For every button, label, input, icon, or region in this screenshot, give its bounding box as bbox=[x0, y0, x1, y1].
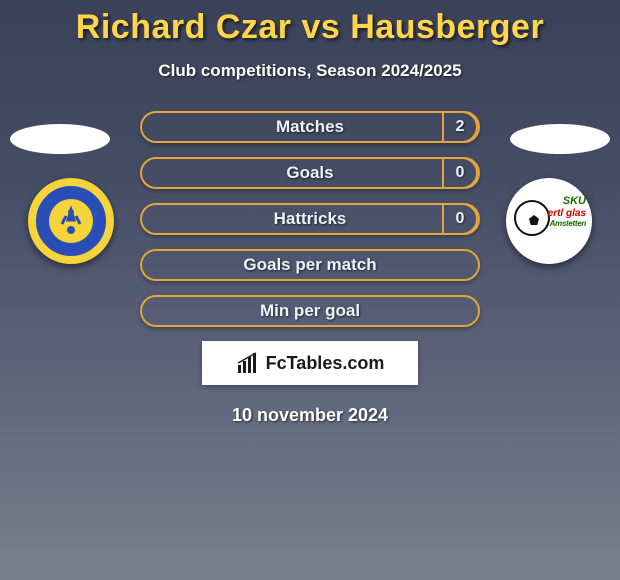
footer-date: 10 november 2024 bbox=[0, 405, 620, 426]
fctables-watermark: FcTables.com bbox=[202, 341, 418, 385]
stat-row-mpg: Min per goal bbox=[140, 295, 480, 327]
stat-label: Min per goal bbox=[260, 301, 360, 321]
stat-value-goals: 0 bbox=[442, 157, 478, 189]
page-subtitle: Club competitions, Season 2024/2025 bbox=[0, 61, 620, 81]
soccer-ball-icon bbox=[514, 200, 550, 236]
stat-label: Goals bbox=[286, 163, 333, 183]
player-photo-right bbox=[510, 124, 610, 154]
stat-value-hattricks: 0 bbox=[442, 203, 478, 235]
club-text-line1: SKU bbox=[563, 196, 586, 207]
stat-label: Matches bbox=[276, 117, 344, 137]
stat-row-goals: Goals 0 bbox=[140, 157, 480, 189]
stat-label: Goals per match bbox=[243, 255, 376, 275]
football-player-icon bbox=[56, 206, 86, 236]
stat-value-matches: 2 bbox=[442, 111, 478, 143]
page-title: Richard Czar vs Hausberger bbox=[0, 0, 620, 47]
fctables-label: FcTables.com bbox=[266, 353, 385, 374]
club-text-line3: Amstetten bbox=[550, 220, 586, 228]
player-photo-left bbox=[10, 124, 110, 154]
club-badge-right: SKU ertl glas Amstetten bbox=[506, 178, 592, 264]
stat-label: Hattricks bbox=[274, 209, 347, 229]
stat-row-gpm: Goals per match bbox=[140, 249, 480, 281]
club-badge-right-text: SKU ertl glas Amstetten bbox=[548, 196, 586, 228]
stat-row-matches: Matches 2 bbox=[140, 111, 480, 143]
club-text-line2: ertl glas bbox=[548, 209, 586, 219]
stat-row-hattricks: Hattricks 0 bbox=[140, 203, 480, 235]
bar-chart-icon bbox=[236, 351, 260, 375]
club-badge-left bbox=[28, 178, 114, 264]
stats-container: Matches 2 Goals 0 Hattricks 0 Goals per … bbox=[140, 111, 480, 327]
club-badge-left-inner bbox=[49, 199, 93, 243]
